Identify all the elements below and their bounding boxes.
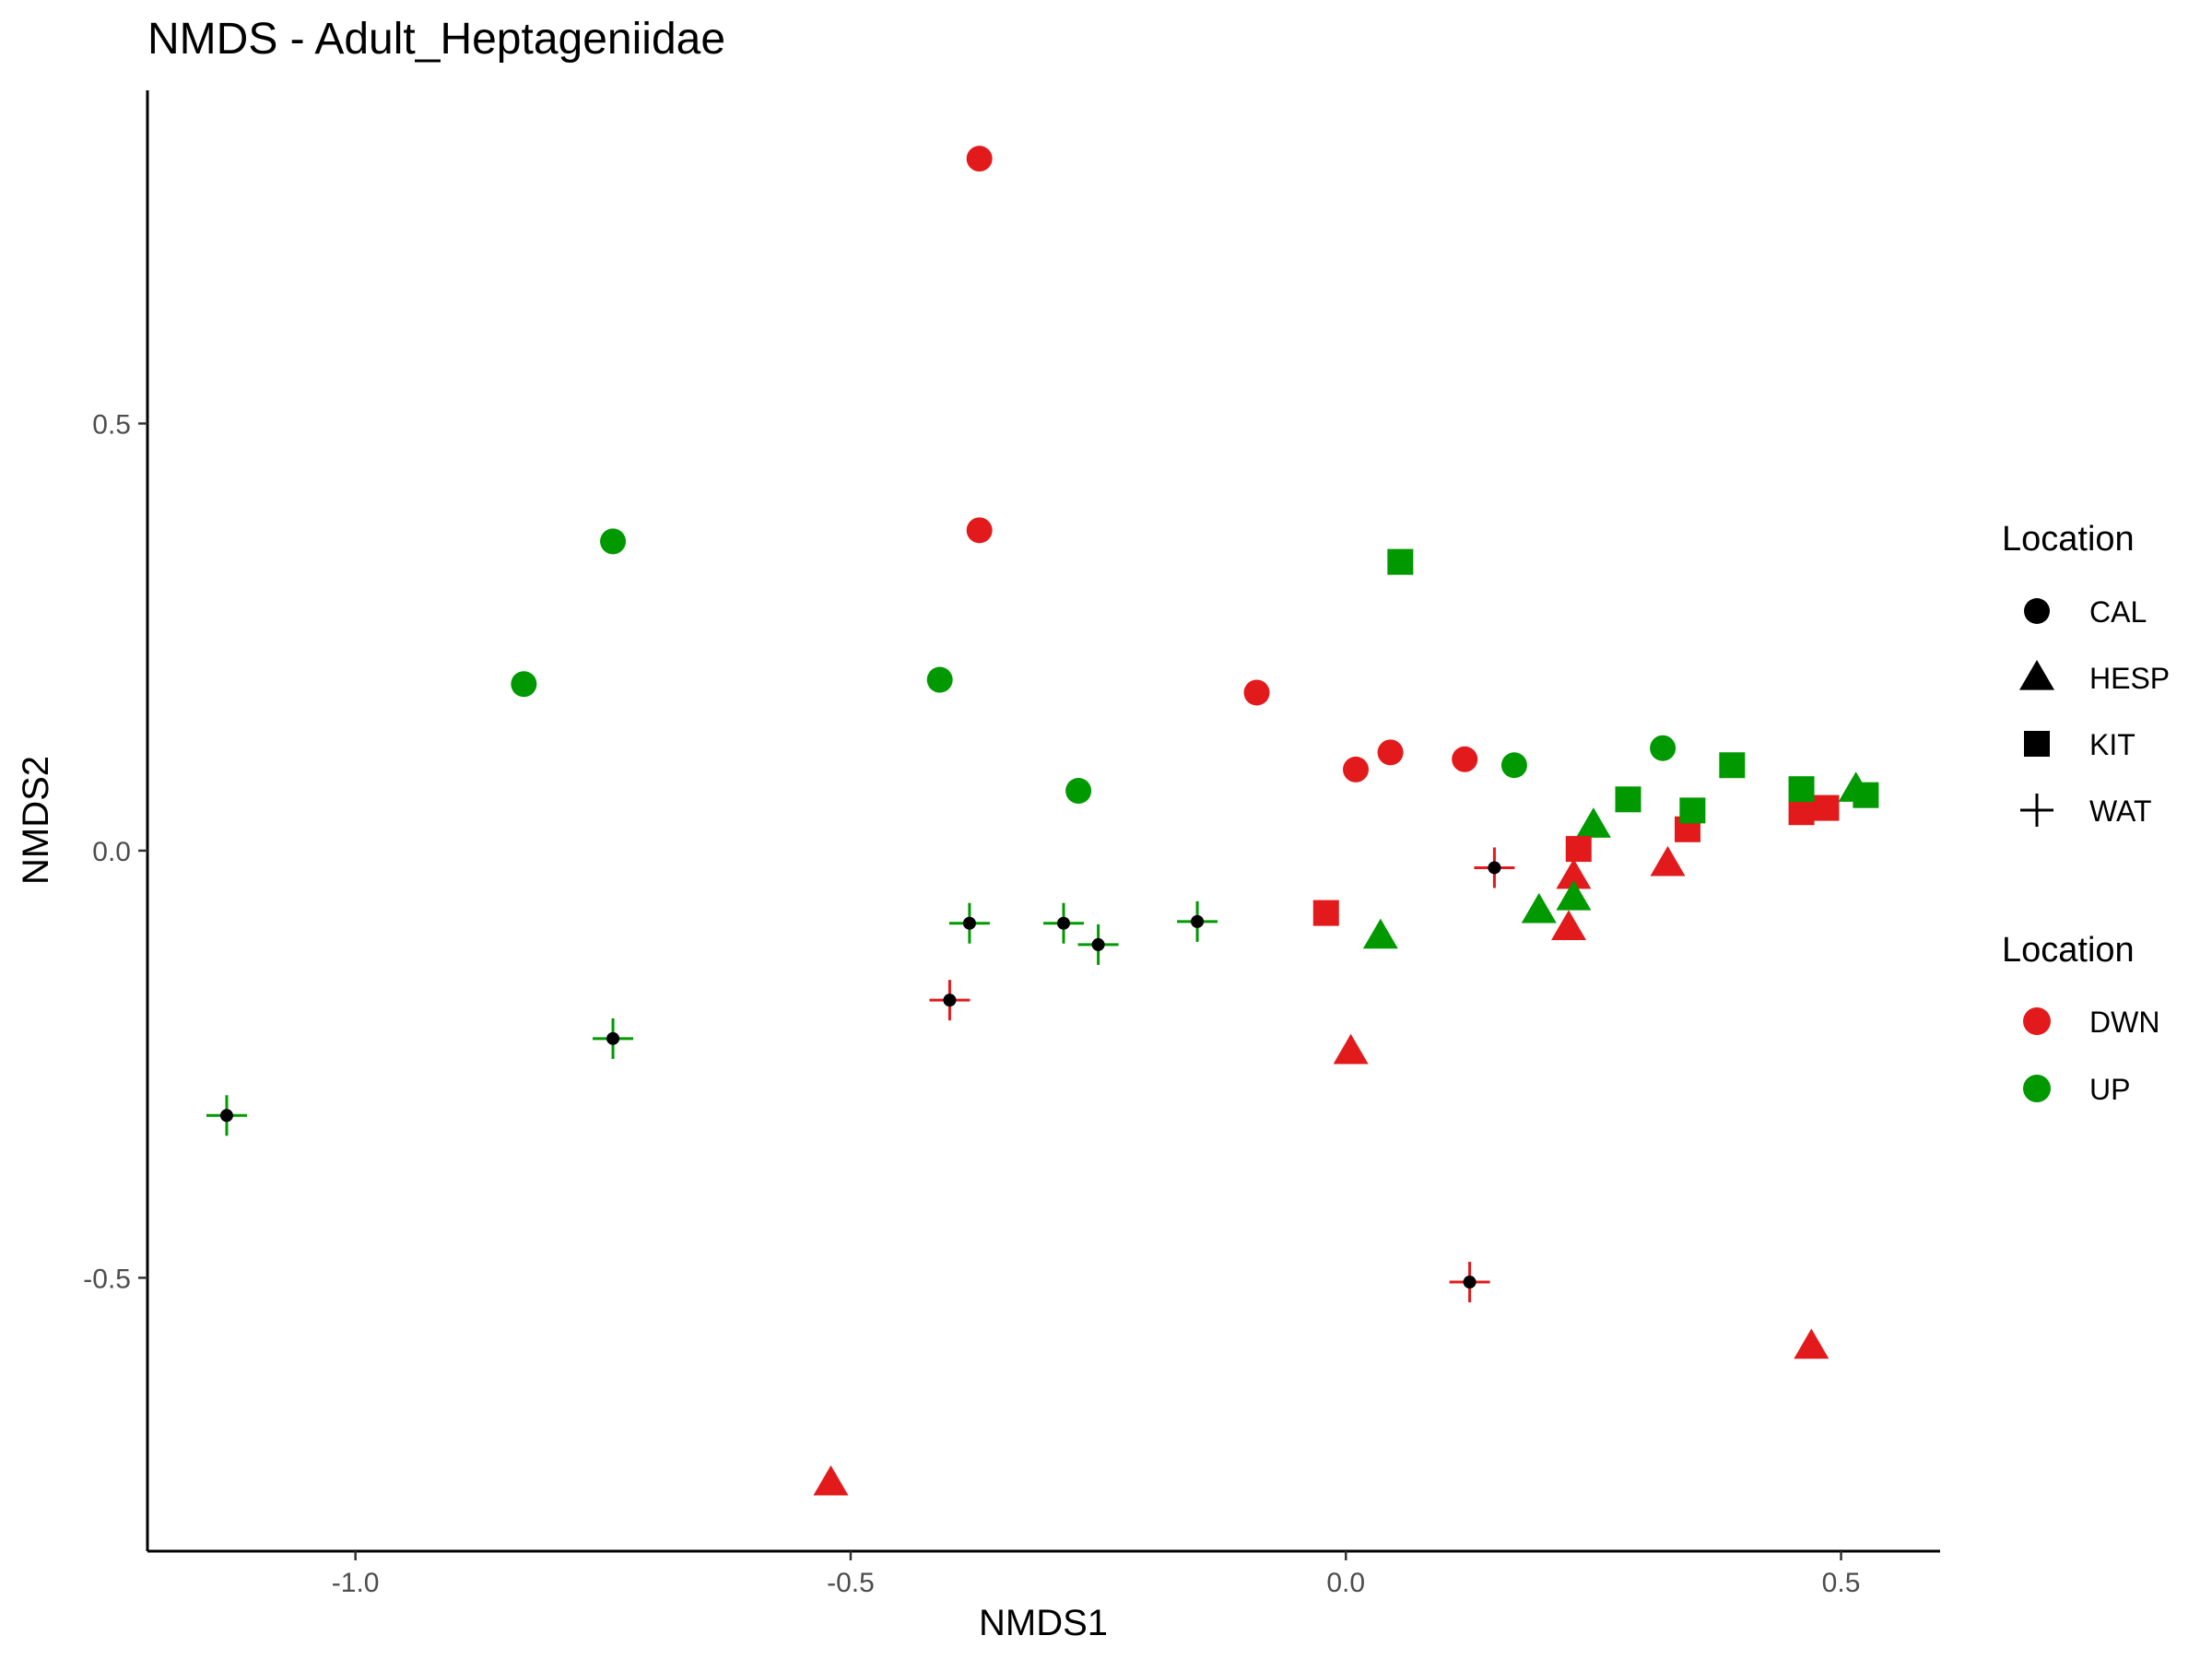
color-legend-label: DWN [2089, 1006, 2159, 1039]
data-point [1650, 735, 1677, 761]
color-legend-title: Location [2002, 931, 2135, 970]
shape-legend-title: Location [2002, 520, 2135, 559]
data-point [1556, 858, 1592, 889]
y-tick-label: 0.5 [92, 409, 131, 440]
plot-area [206, 146, 1879, 1496]
data-point [929, 980, 971, 1021]
data-point [1474, 847, 1515, 888]
color-legend-key [2023, 1075, 2051, 1102]
data-point [1065, 778, 1092, 805]
data-point [1679, 797, 1706, 824]
data-point [1449, 1262, 1490, 1303]
data-point [1333, 1033, 1369, 1065]
x-axis-ticks: -1.0 -0.5 0.0 0.5 [332, 1551, 1861, 1598]
data-point [511, 671, 537, 698]
x-tick-label: 0.5 [1822, 1568, 1861, 1598]
data-point [1650, 845, 1686, 877]
data-point [1452, 746, 1478, 772]
data-point [1788, 776, 1815, 803]
y-axis-ticks: 0.5 0.0 -0.5 [83, 409, 147, 1294]
shape-legend-label: HESP [2089, 662, 2170, 695]
chart-title: NMDS - Adult_Heptageniidae [147, 15, 725, 64]
shape-legend-label: CAL [2089, 595, 2147, 629]
color-legend-key [2023, 1007, 2051, 1035]
data-point [966, 146, 993, 172]
data-point [1615, 786, 1641, 813]
shape-legend-key [2020, 794, 2053, 827]
data-point [966, 517, 993, 544]
data-point [1556, 879, 1592, 911]
data-point [1521, 892, 1557, 924]
data-point [1813, 794, 1840, 821]
data-point [926, 666, 953, 693]
data-point [206, 1095, 247, 1136]
data-point [600, 528, 627, 555]
x-tick-label: -0.5 [827, 1568, 875, 1598]
data-point [1177, 900, 1218, 942]
data-point [1853, 782, 1879, 808]
shape-legend-label: WAT [2089, 794, 2152, 828]
data-point [1500, 752, 1527, 779]
x-tick-label: 0.0 [1326, 1568, 1365, 1598]
data-point [1312, 900, 1339, 926]
data-point [1377, 739, 1404, 766]
color-legend: Location DWN UP [2002, 931, 2159, 1106]
data-point [1342, 756, 1369, 782]
shape-legend: Location CAL HESP KIT WAT [2002, 520, 2170, 828]
data-point [1719, 752, 1746, 779]
x-tick-label: -1.0 [332, 1568, 380, 1598]
data-point [1575, 807, 1611, 838]
shape-legend-key [2024, 598, 2050, 624]
data-point [1042, 902, 1084, 944]
color-legend-label: UP [2089, 1073, 2130, 1106]
x-axis-title: NMDS1 [979, 1603, 1108, 1643]
data-point [1565, 836, 1592, 863]
y-tick-label: -0.5 [83, 1264, 131, 1294]
data-point [1387, 548, 1414, 575]
shape-legend-key [2024, 731, 2050, 757]
data-point [1243, 679, 1270, 706]
y-tick-label: 0.0 [92, 837, 131, 867]
data-point [813, 1465, 849, 1496]
shape-legend-label: KIT [2089, 728, 2136, 761]
data-point [593, 1018, 634, 1059]
data-point [1362, 918, 1398, 949]
data-point [1794, 1328, 1830, 1359]
data-point [1077, 924, 1119, 965]
y-axis-title: NMDS2 [16, 756, 56, 885]
shape-legend-key [2019, 660, 2054, 690]
data-point [1551, 910, 1587, 941]
data-point [1788, 799, 1815, 826]
data-point [948, 902, 990, 944]
